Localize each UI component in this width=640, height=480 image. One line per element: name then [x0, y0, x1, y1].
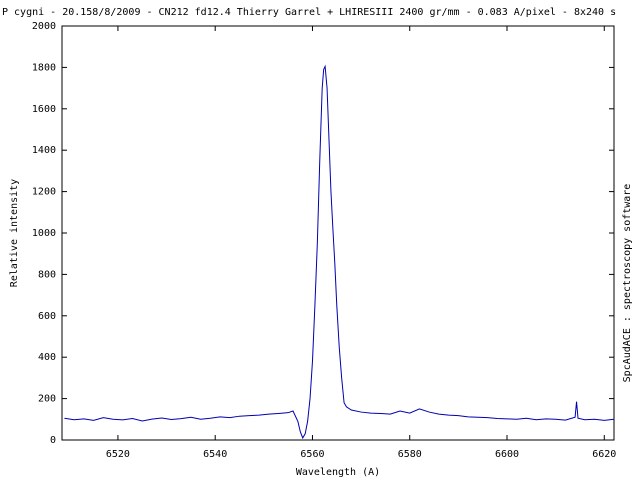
- x-tick-label: 6600: [495, 449, 519, 460]
- y-tick-label: 2000: [32, 21, 56, 32]
- spectrum-line: [64, 64, 615, 440]
- x-tick-label: 6520: [106, 449, 130, 460]
- plot-frame: [61, 25, 615, 441]
- y-tick-label: 1600: [32, 104, 56, 115]
- y-tick-label: 400: [38, 352, 56, 363]
- y-tick-label: 0: [50, 435, 56, 446]
- y-tick-label: 1200: [32, 187, 56, 198]
- chart-title: P cygni - 20.158/8/2009 - CN212 fd12.4 T…: [2, 7, 616, 18]
- x-tick-label: 6580: [398, 449, 422, 460]
- x-tick-label: 6540: [203, 449, 227, 460]
- y-axis-label: Relative intensity: [9, 179, 20, 287]
- y-tick-label: 600: [38, 311, 56, 322]
- x-tick-label: 6620: [592, 449, 616, 460]
- x-tick-label: 6560: [300, 449, 324, 460]
- y-tick-label: 1000: [32, 228, 56, 239]
- y-tick-label: 800: [38, 269, 56, 280]
- y-tick-label: 200: [38, 394, 56, 405]
- x-axis-label: Wavelength (A): [296, 467, 380, 478]
- y-tick-label: 1800: [32, 62, 56, 73]
- software-label: SpcAudACE : spectroscopy software: [622, 184, 633, 383]
- y-tick-label: 1400: [32, 145, 56, 156]
